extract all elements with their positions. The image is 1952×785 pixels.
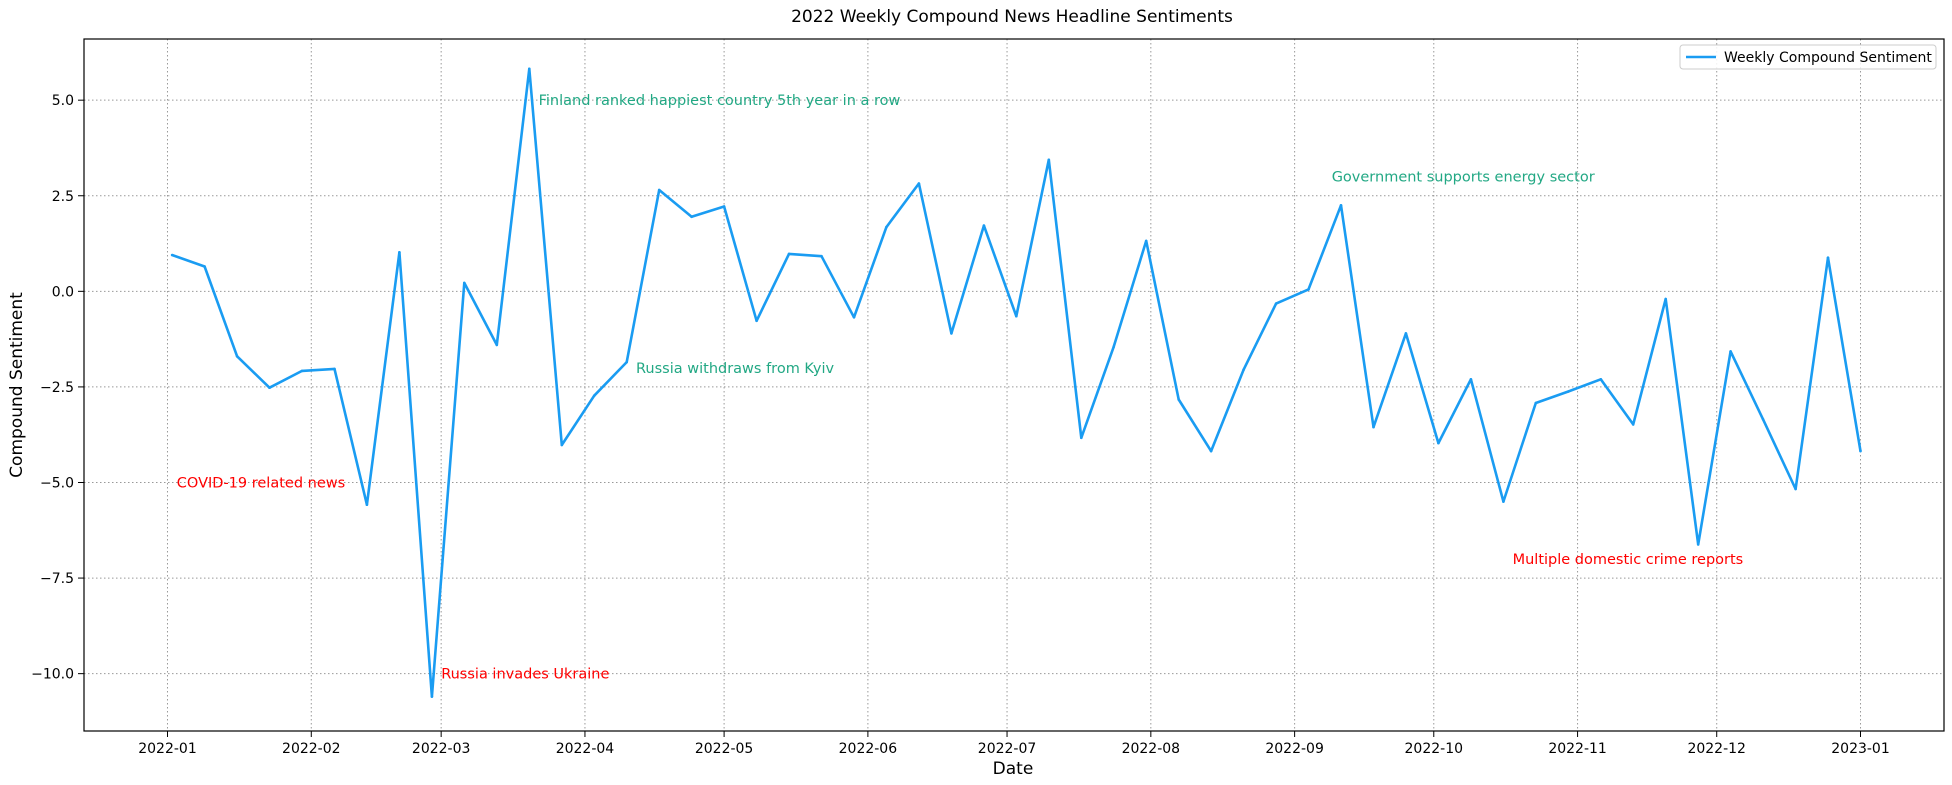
x-tick-label: 2022-11 bbox=[1548, 741, 1607, 757]
data-point bbox=[1144, 239, 1148, 243]
data-point bbox=[430, 695, 434, 698]
data-point bbox=[690, 215, 693, 219]
annotation-label: Multiple domestic crime reports bbox=[1513, 552, 1744, 568]
x-tick-label: 2022-06 bbox=[839, 741, 898, 757]
data-point bbox=[1047, 158, 1051, 162]
x-axis-ticks: 2022-01 2022-02 2022-03 2022-04 2022-05 2022-… bbox=[138, 731, 1890, 757]
data-point bbox=[1599, 378, 1603, 381]
x-axis-title: Date bbox=[993, 759, 1034, 779]
data-point bbox=[300, 369, 304, 373]
data-point bbox=[1664, 297, 1667, 301]
data-point bbox=[268, 386, 271, 390]
data-point bbox=[982, 224, 986, 227]
data-point bbox=[1696, 543, 1700, 546]
x-tick-label: 2022-05 bbox=[695, 741, 754, 757]
data-point bbox=[333, 367, 336, 371]
data-point bbox=[1534, 401, 1538, 405]
data-point bbox=[203, 265, 206, 268]
data-point bbox=[1372, 425, 1375, 429]
data-point bbox=[1177, 398, 1180, 401]
y-tick-label: −5.0 bbox=[40, 475, 74, 491]
x-tick-label: 2022-03 bbox=[412, 741, 471, 757]
legend: Weekly Compound Sentiment bbox=[1679, 44, 1937, 70]
data-point bbox=[950, 332, 953, 335]
x-tick-label: 2022-10 bbox=[1405, 741, 1464, 757]
data-point bbox=[398, 251, 401, 254]
x-tick-label: 2022-07 bbox=[978, 741, 1037, 757]
annotation-label: Government supports energy sector bbox=[1332, 170, 1595, 186]
data-point bbox=[1826, 256, 1830, 260]
data-point bbox=[1631, 423, 1635, 426]
x-tick-label: 2022-04 bbox=[556, 741, 615, 757]
data-point bbox=[463, 281, 466, 285]
y-tick-label: −2.5 bbox=[40, 380, 74, 396]
data-point bbox=[1015, 314, 1018, 318]
data-point bbox=[170, 253, 174, 257]
data-point bbox=[1567, 390, 1570, 393]
data-point bbox=[1794, 487, 1797, 491]
data-point bbox=[1404, 332, 1408, 335]
y-tick-label: 0.0 bbox=[52, 284, 74, 300]
x-tick-label: 2022-09 bbox=[1265, 741, 1324, 757]
y-tick-label: −10.0 bbox=[31, 667, 74, 683]
data-point bbox=[528, 67, 531, 71]
x-tick-label: 2023-01 bbox=[1831, 741, 1890, 757]
y-tick-label: 5.0 bbox=[52, 93, 74, 109]
y-axis-ticks: 5.0 2.5 0.0 −2.5 −5.0 −7.5 −10.0 bbox=[31, 93, 84, 683]
plot-frame bbox=[83, 38, 1945, 732]
annotation-label: COVID-19 related news bbox=[177, 476, 345, 492]
data-point bbox=[1761, 418, 1765, 421]
y-tick-label: 2.5 bbox=[52, 189, 74, 205]
annotation-label: Russia withdraws from Kyiv bbox=[636, 361, 834, 377]
data-point bbox=[1274, 302, 1278, 305]
annotations: COVID-19 related news Russia invades Ukra… bbox=[177, 93, 1743, 683]
data-point bbox=[1112, 345, 1115, 349]
data-point bbox=[852, 316, 856, 319]
data-point bbox=[657, 188, 661, 192]
grid-lines bbox=[84, 39, 1944, 731]
data-point bbox=[755, 319, 758, 323]
data-point bbox=[1859, 449, 1862, 453]
data-point bbox=[625, 360, 628, 364]
y-axis-title: Compound Sentiment bbox=[7, 292, 27, 478]
legend-label: Weekly Compound Sentiment bbox=[1724, 50, 1932, 66]
data-point bbox=[560, 443, 564, 447]
legend-box bbox=[1679, 44, 1937, 70]
x-tick-label: 2022-02 bbox=[282, 741, 341, 757]
data-point bbox=[1469, 378, 1473, 381]
data-point bbox=[917, 182, 921, 185]
data-point bbox=[1339, 204, 1343, 207]
chart-title: 2022 Weekly Compound News Headline Senti… bbox=[791, 7, 1233, 27]
data-point bbox=[495, 343, 499, 347]
data-point bbox=[820, 254, 823, 258]
data-point bbox=[1437, 441, 1440, 445]
data-point bbox=[592, 394, 596, 398]
data-point bbox=[365, 503, 369, 507]
annotation-label: Russia invades Ukraine bbox=[441, 667, 609, 683]
y-tick-label: −7.5 bbox=[40, 571, 74, 587]
data-point bbox=[1209, 449, 1213, 453]
data-point bbox=[1502, 500, 1505, 503]
x-tick-label: 2022-01 bbox=[138, 741, 197, 757]
data-point bbox=[1307, 288, 1310, 291]
x-tick-label: 2022-12 bbox=[1687, 741, 1746, 757]
data-point bbox=[722, 205, 726, 208]
annotation-label: Finland ranked happiest country 5th year… bbox=[539, 93, 901, 109]
data-point bbox=[235, 355, 239, 358]
data-point bbox=[1080, 436, 1083, 440]
data-point bbox=[1242, 368, 1245, 372]
x-tick-label: 2022-08 bbox=[1122, 741, 1181, 757]
data-point bbox=[885, 225, 888, 229]
series-layer bbox=[170, 67, 1862, 698]
data-point bbox=[1729, 350, 1732, 353]
data-point bbox=[787, 252, 791, 256]
